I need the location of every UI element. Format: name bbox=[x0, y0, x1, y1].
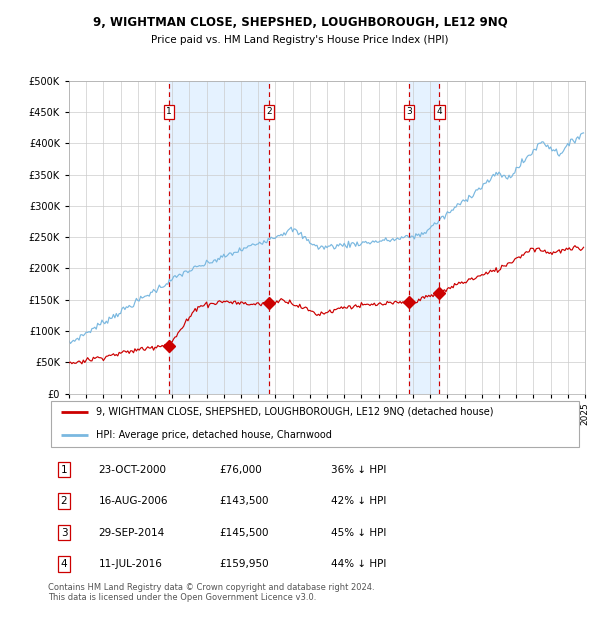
Text: 9, WIGHTMAN CLOSE, SHEPSHED, LOUGHBOROUGH, LE12 9NQ: 9, WIGHTMAN CLOSE, SHEPSHED, LOUGHBOROUG… bbox=[92, 16, 508, 29]
Text: 1: 1 bbox=[166, 107, 172, 117]
Text: 2: 2 bbox=[61, 496, 67, 506]
Text: Price paid vs. HM Land Registry's House Price Index (HPI): Price paid vs. HM Land Registry's House … bbox=[151, 35, 449, 45]
Bar bbox=[169, 81, 269, 394]
Text: 11-JUL-2016: 11-JUL-2016 bbox=[99, 559, 163, 569]
Text: 16-AUG-2006: 16-AUG-2006 bbox=[99, 496, 168, 506]
Text: 3: 3 bbox=[406, 107, 412, 117]
Text: £159,950: £159,950 bbox=[219, 559, 269, 569]
Text: 4: 4 bbox=[437, 107, 442, 117]
Bar bbox=[409, 81, 439, 394]
Text: 4: 4 bbox=[61, 559, 67, 569]
Text: 2: 2 bbox=[266, 107, 272, 117]
FancyBboxPatch shape bbox=[50, 401, 580, 447]
Text: 9, WIGHTMAN CLOSE, SHEPSHED, LOUGHBOROUGH, LE12 9NQ (detached house): 9, WIGHTMAN CLOSE, SHEPSHED, LOUGHBOROUG… bbox=[96, 407, 494, 417]
Text: 44% ↓ HPI: 44% ↓ HPI bbox=[331, 559, 386, 569]
Text: 29-SEP-2014: 29-SEP-2014 bbox=[99, 528, 165, 538]
Text: 1: 1 bbox=[61, 464, 67, 474]
Text: 36% ↓ HPI: 36% ↓ HPI bbox=[331, 464, 386, 474]
Text: Contains HM Land Registry data © Crown copyright and database right 2024.
This d: Contains HM Land Registry data © Crown c… bbox=[48, 583, 374, 602]
Text: £145,500: £145,500 bbox=[219, 528, 268, 538]
Text: £143,500: £143,500 bbox=[219, 496, 268, 506]
Text: 45% ↓ HPI: 45% ↓ HPI bbox=[331, 528, 386, 538]
Text: 3: 3 bbox=[61, 528, 67, 538]
Text: £76,000: £76,000 bbox=[219, 464, 262, 474]
Text: 23-OCT-2000: 23-OCT-2000 bbox=[99, 464, 167, 474]
Text: 42% ↓ HPI: 42% ↓ HPI bbox=[331, 496, 386, 506]
Text: HPI: Average price, detached house, Charnwood: HPI: Average price, detached house, Char… bbox=[96, 430, 332, 440]
